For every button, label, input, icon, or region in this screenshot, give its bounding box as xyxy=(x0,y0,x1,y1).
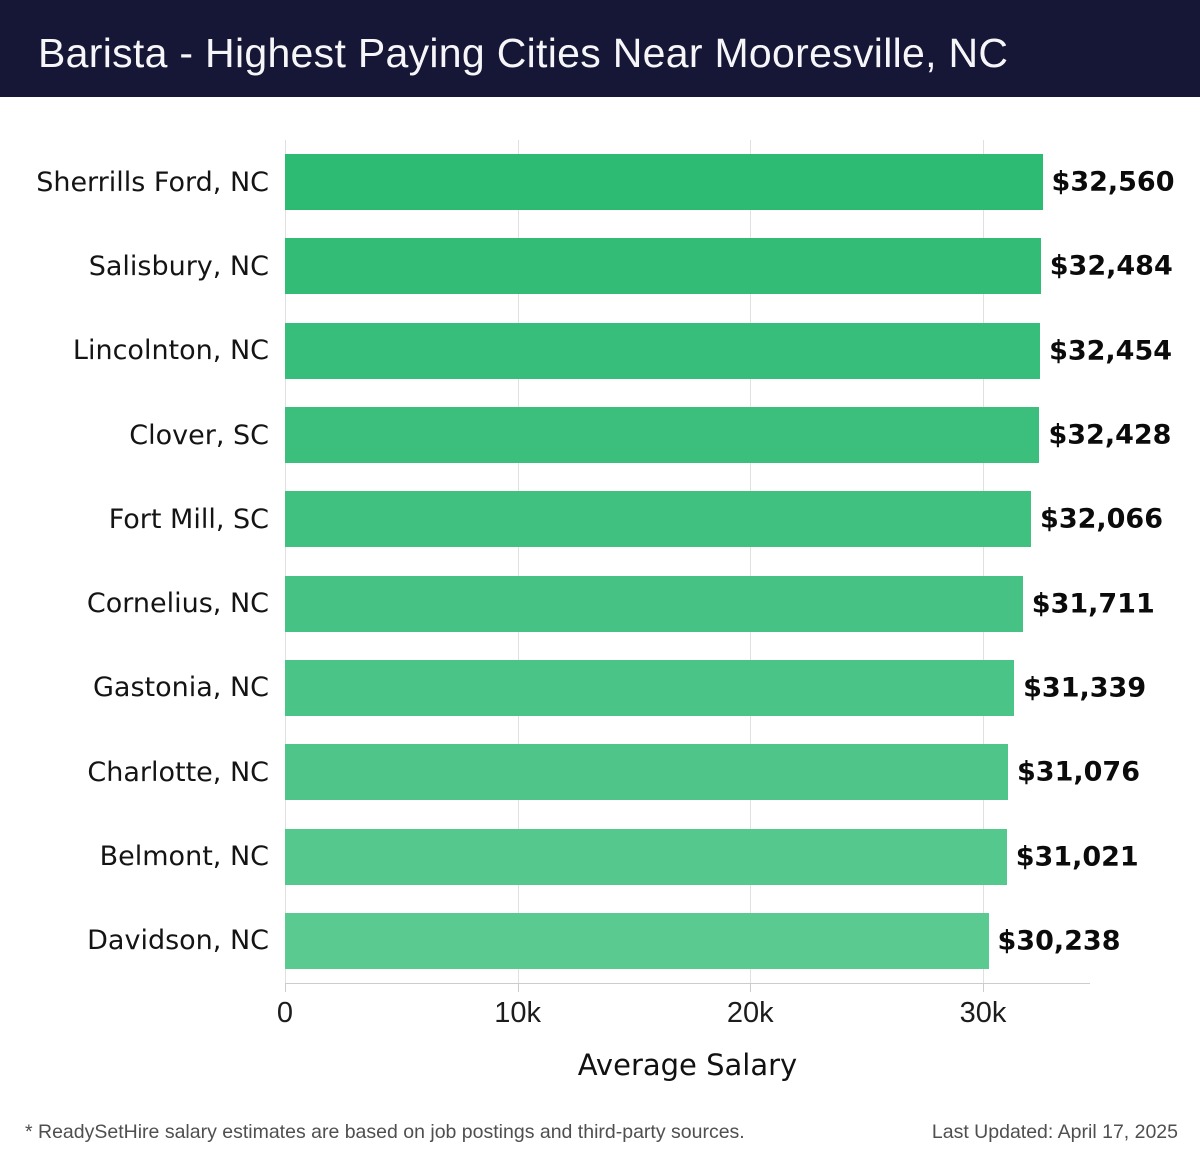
bar-track: $31,711 xyxy=(285,575,1155,632)
bar-value-label: $32,428 xyxy=(1048,419,1172,451)
bar xyxy=(285,491,1032,548)
bar-track: $32,454 xyxy=(285,322,1172,379)
plot-area xyxy=(285,140,1090,983)
bar xyxy=(285,154,1043,211)
x-tick-label: 30k xyxy=(959,997,1007,1029)
y-axis-label: Lincolnton, NC xyxy=(72,335,269,367)
bar-value-label: $32,484 xyxy=(1049,250,1173,282)
x-axis-line xyxy=(285,983,1090,984)
chart-row: Lincolnton, NC $32,454 xyxy=(0,309,1200,393)
bar-chart: Sherrills Ford, NC $32,560 Salisbury, NC… xyxy=(0,140,1200,1158)
bar-track: $31,021 xyxy=(285,828,1139,885)
bar xyxy=(285,828,1007,885)
chart-row: Fort Mill, SC $32,066 xyxy=(0,477,1200,561)
y-axis-label: Belmont, NC xyxy=(99,841,269,873)
chart-row: Davidson, NC $30,238 xyxy=(0,899,1200,983)
gridline xyxy=(982,140,984,983)
y-axis-label: Salisbury, NC xyxy=(88,250,269,282)
bar-value-label: $31,339 xyxy=(1023,672,1147,704)
chart-row: Gastonia, NC $31,339 xyxy=(0,646,1200,730)
footer-disclaimer: * ReadySetHire salary estimates are base… xyxy=(25,1121,745,1143)
bar-track: $32,560 xyxy=(285,154,1175,211)
bar xyxy=(285,744,1008,801)
gridline xyxy=(517,140,519,983)
chart-row: Cornelius, NC $31,711 xyxy=(0,561,1200,645)
x-axis-title: Average Salary xyxy=(577,1048,798,1082)
bar-track: $30,238 xyxy=(285,912,1120,969)
x-tick xyxy=(517,983,519,992)
bar-value-label: $31,711 xyxy=(1031,588,1155,620)
bar-track: $32,428 xyxy=(285,407,1171,464)
bar xyxy=(285,238,1041,295)
bar xyxy=(285,322,1041,379)
bar-value-label: $30,238 xyxy=(997,925,1121,957)
x-tick xyxy=(750,983,752,992)
chart-row: Clover, SC $32,428 xyxy=(0,393,1200,477)
y-axis-label: Charlotte, NC xyxy=(87,756,269,788)
y-axis-label: Davidson, NC xyxy=(87,925,269,957)
y-axis-label: Gastonia, NC xyxy=(92,672,269,704)
y-axis-label: Clover, SC xyxy=(129,419,269,451)
page-title: Barista - Highest Paying Cities Near Moo… xyxy=(38,30,1009,76)
y-axis-label: Cornelius, NC xyxy=(86,588,269,620)
bar-track: $31,076 xyxy=(285,744,1140,801)
bar-value-label: $32,560 xyxy=(1051,166,1175,198)
chart-row: Belmont, NC $31,021 xyxy=(0,814,1200,898)
header-banner: Barista - Highest Paying Cities Near Moo… xyxy=(0,0,1200,97)
gridline xyxy=(750,140,752,983)
x-tick-label: 20k xyxy=(726,997,774,1029)
footer-last-updated: Last Updated: April 17, 2025 xyxy=(931,1121,1178,1143)
bar-value-label: $32,454 xyxy=(1049,335,1173,367)
x-tick-label: 0 xyxy=(276,997,294,1029)
bar-rows: Sherrills Ford, NC $32,560 Salisbury, NC… xyxy=(0,140,1200,983)
x-tick xyxy=(982,983,984,992)
bar xyxy=(285,575,1023,632)
y-axis-label: Sherrills Ford, NC xyxy=(36,166,269,198)
chart-row: Charlotte, NC $31,076 xyxy=(0,730,1200,814)
chart-row: Sherrills Ford, NC $32,560 xyxy=(0,140,1200,224)
y-axis-label: Fort Mill, SC xyxy=(108,503,269,535)
bar-value-label: $32,066 xyxy=(1040,503,1164,535)
x-tick-label: 10k xyxy=(494,997,542,1029)
x-axis: 0 10k 20k 30k xyxy=(277,983,1090,1043)
bar-value-label: $31,076 xyxy=(1017,756,1140,788)
bar xyxy=(285,659,1015,716)
bar xyxy=(285,407,1040,464)
footer: * ReadySetHire salary estimates are base… xyxy=(0,1121,1200,1144)
bar-track: $32,484 xyxy=(285,238,1173,295)
bar-track: $32,066 xyxy=(285,491,1163,548)
chart-row: Salisbury, NC $32,484 xyxy=(0,224,1200,308)
x-tick xyxy=(285,983,286,992)
bar-track: $31,339 xyxy=(285,659,1146,716)
gridline xyxy=(285,140,286,983)
bar-value-label: $31,021 xyxy=(1015,841,1139,873)
bar xyxy=(285,912,989,969)
